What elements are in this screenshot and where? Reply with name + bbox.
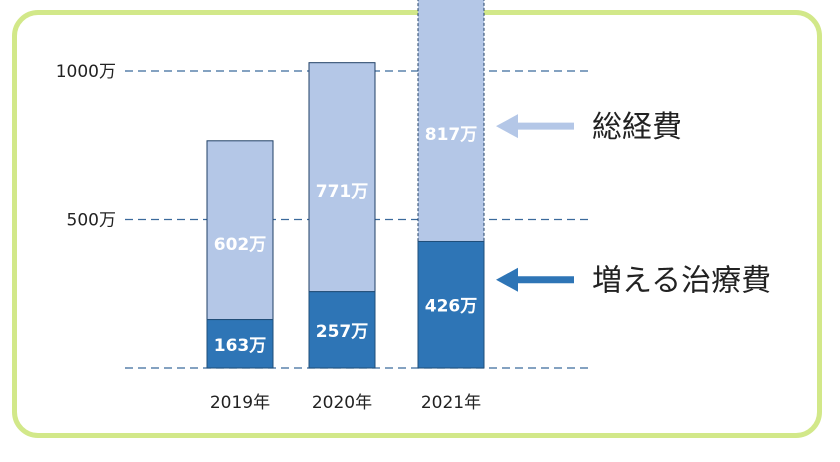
data-label-treatment: 257万 bbox=[316, 322, 369, 342]
data-label-total: 771万 bbox=[316, 182, 369, 202]
bar-total-2 bbox=[417, 0, 485, 242]
bar-total-0 bbox=[206, 140, 274, 321]
arrow-head-0 bbox=[496, 114, 518, 139]
bar-total-1 bbox=[308, 62, 376, 293]
y-tick-label: 1000万 bbox=[56, 62, 116, 82]
data-label-treatment: 426万 bbox=[425, 297, 478, 317]
data-label-total: 602万 bbox=[214, 235, 267, 255]
bar-treatment-0 bbox=[206, 319, 274, 369]
annotation-label-1: 増える治療費 bbox=[592, 264, 771, 299]
bar-treatment-2 bbox=[417, 240, 485, 369]
data-label-total: 817万 bbox=[425, 125, 478, 145]
data-label-treatment: 163万 bbox=[214, 336, 267, 356]
x-category-label: 2021年 bbox=[421, 393, 481, 413]
bar-treatment-1 bbox=[308, 291, 376, 369]
chart-frame bbox=[12, 10, 822, 438]
arrow-head-1 bbox=[496, 267, 518, 292]
annotation-label-0: 総経費 bbox=[592, 110, 682, 145]
x-category-label: 2019年 bbox=[210, 393, 270, 413]
y-tick-label: 500万 bbox=[67, 211, 116, 231]
x-category-label: 2020年 bbox=[312, 393, 372, 413]
